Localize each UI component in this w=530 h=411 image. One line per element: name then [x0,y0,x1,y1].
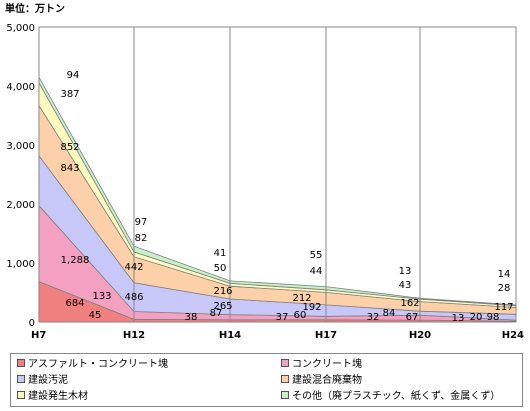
legend-item: 建設汚泥 [17,374,68,388]
data-label: 87 [210,308,223,319]
data-label: 162 [400,298,419,309]
legend-swatch [281,359,289,367]
data-label: 192 [302,302,321,313]
y-tick-label: 3,000 [6,141,35,152]
legend-swatch [17,375,25,383]
x-tick-label: H14 [219,330,241,341]
data-label: 43 [399,280,412,291]
data-label: 82 [135,233,148,244]
legend-item: 建設発生木材 [17,390,88,404]
data-label: 13 [452,313,465,324]
data-label: 852 [60,142,79,153]
legend-label: 建設混合廃棄物 [292,375,362,386]
unit-label: 単位：万トン [5,4,65,15]
data-label: 20 [470,312,483,323]
data-label: 44 [310,266,323,277]
data-label: 13 [399,266,412,277]
data-label: 684 [65,298,84,309]
y-tick-label: 4,000 [6,82,35,93]
x-tick-label: H7 [31,330,46,341]
data-label: 843 [60,163,79,174]
legend-swatch [17,391,25,399]
data-label: 67 [406,312,419,323]
data-label: 50 [214,263,227,274]
legend-label: コンクリート塊 [292,359,362,370]
legend-label: 建設発生木材 [28,391,88,402]
legend-swatch [17,359,25,367]
x-tick-label: H20 [409,330,431,341]
data-label: 84 [383,308,396,319]
y-tick-label: 5,000 [6,23,35,34]
y-tick-label: 2,000 [6,200,35,211]
legend-swatch [281,391,289,399]
data-label: 37 [276,312,289,323]
legend-label: 建設汚泥 [28,375,68,386]
data-label: 442 [124,262,143,273]
y-tick-label: 0 [29,318,35,329]
legend-label: その他（廃プラスチック、紙くず、金属くず） [292,391,501,402]
data-label: 212 [292,293,311,304]
data-label: 14 [498,269,511,280]
y-tick-label: 1,000 [6,259,35,270]
data-label: 41 [214,248,227,259]
data-label: 45 [89,310,102,321]
data-label: 60 [294,310,307,321]
data-label: 133 [92,291,111,302]
data-label: 486 [124,292,143,303]
data-label: 98 [487,312,500,323]
x-tick-label: H12 [123,330,145,341]
data-label: 94 [67,70,80,81]
legend-swatch [281,375,289,383]
data-label: 38 [185,312,198,323]
data-label: 216 [213,286,232,297]
legend-item: アスファルト・コンクリート塊 [17,358,168,372]
data-label: 265 [213,301,232,312]
legend-item: 建設混合廃棄物 [281,374,362,388]
chart-svg: 0 1,000 2,000 3,000 4,000 5,000 H7 H12 H14 H17 H20… [6,23,524,341]
x-tick-label: H24 [502,330,524,341]
data-label: 1,288 [61,255,90,266]
legend: アスファルト・コンクリート塊 コンクリート塊建設汚泥 建設混合廃棄物建設発生木材 その… [10,353,523,407]
data-label: 117 [494,302,513,313]
data-label: 28 [498,283,511,294]
legend-item: その他（廃プラスチック、紙くず、金属くず） [281,390,500,404]
data-label: 55 [310,250,323,261]
data-label: 97 [135,217,148,228]
data-label: 32 [367,312,380,323]
x-tick-label: H17 [315,330,337,341]
data-label: 387 [60,89,79,100]
legend-label: アスファルト・コンクリート塊 [28,359,168,370]
legend-item: コンクリート塊 [281,358,362,372]
